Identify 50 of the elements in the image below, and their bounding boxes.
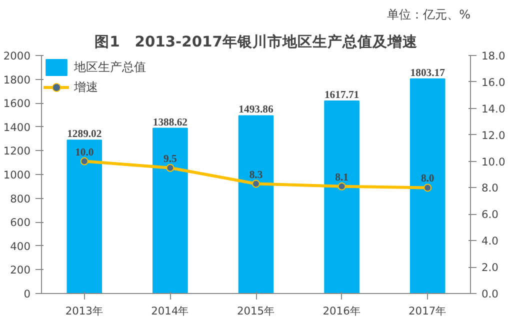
y2-tick-label: 8.0 bbox=[482, 182, 499, 195]
y-tick-label: 1200 bbox=[3, 144, 31, 158]
bar bbox=[66, 140, 102, 294]
data-label: 1617.71 bbox=[324, 90, 360, 101]
chart-title: 图1 2013-2017年银川市地区生产总值及增速 bbox=[94, 32, 418, 50]
x-tick-label: 2016年 bbox=[322, 304, 361, 318]
data-label: 8.3 bbox=[249, 170, 263, 181]
data-label: 1803.17 bbox=[410, 68, 446, 79]
data-label: 1493.86 bbox=[238, 104, 274, 116]
point bbox=[252, 180, 260, 188]
y2-tick-label: 14.0 bbox=[482, 102, 506, 116]
data-label: 10.0 bbox=[75, 147, 94, 158]
y2-tick-label: 0.0 bbox=[482, 288, 499, 300]
x-tick-label: 2015年 bbox=[236, 304, 276, 318]
point bbox=[166, 164, 174, 172]
y2-tick-label: 18.0 bbox=[482, 50, 506, 62]
y-tick-label: 2000 bbox=[3, 50, 31, 62]
y-tick-label: 600 bbox=[10, 216, 31, 230]
y2-tick-label: 12.0 bbox=[482, 128, 506, 142]
y-tick-label: 400 bbox=[10, 240, 31, 253]
data-label: 8.1 bbox=[335, 172, 348, 184]
y2-tick-label: 2.0 bbox=[482, 261, 499, 274]
legend-label: 增速 bbox=[74, 78, 98, 96]
x-tick-label: 2017年 bbox=[408, 304, 447, 318]
bar bbox=[238, 115, 274, 294]
bar bbox=[152, 128, 188, 294]
y2-tick-label: 6.0 bbox=[482, 208, 499, 222]
y-tick-label: 200 bbox=[10, 264, 31, 277]
y2-tick-label: 4.0 bbox=[482, 234, 499, 248]
y2-tick-label: 10.0 bbox=[482, 155, 506, 168]
y-tick-label: 1800 bbox=[3, 73, 31, 86]
y-tick-label: 1000 bbox=[3, 168, 31, 182]
text: 单位：亿元、% bbox=[387, 8, 471, 22]
point bbox=[80, 157, 88, 166]
data-label: 1289.02 bbox=[67, 129, 102, 140]
data-label: 9.5 bbox=[164, 154, 177, 165]
y-tick-label: 0 bbox=[24, 288, 31, 300]
y-tick-label: 800 bbox=[10, 192, 31, 206]
data-label: 1388.62 bbox=[152, 117, 188, 128]
bar bbox=[410, 78, 446, 294]
y-tick-label: 1400 bbox=[3, 120, 31, 134]
point bbox=[424, 184, 432, 192]
x-tick-label: 2014年 bbox=[151, 304, 190, 318]
bar bbox=[324, 100, 360, 294]
y-tick-label: 1600 bbox=[3, 97, 31, 110]
legend-label: 地区生产总值 bbox=[74, 58, 146, 76]
data-label: 8.0 bbox=[420, 174, 434, 185]
x-tick-label: 2013年 bbox=[65, 304, 104, 318]
point bbox=[338, 182, 346, 190]
y2-tick-label: 16.0 bbox=[482, 76, 506, 89]
